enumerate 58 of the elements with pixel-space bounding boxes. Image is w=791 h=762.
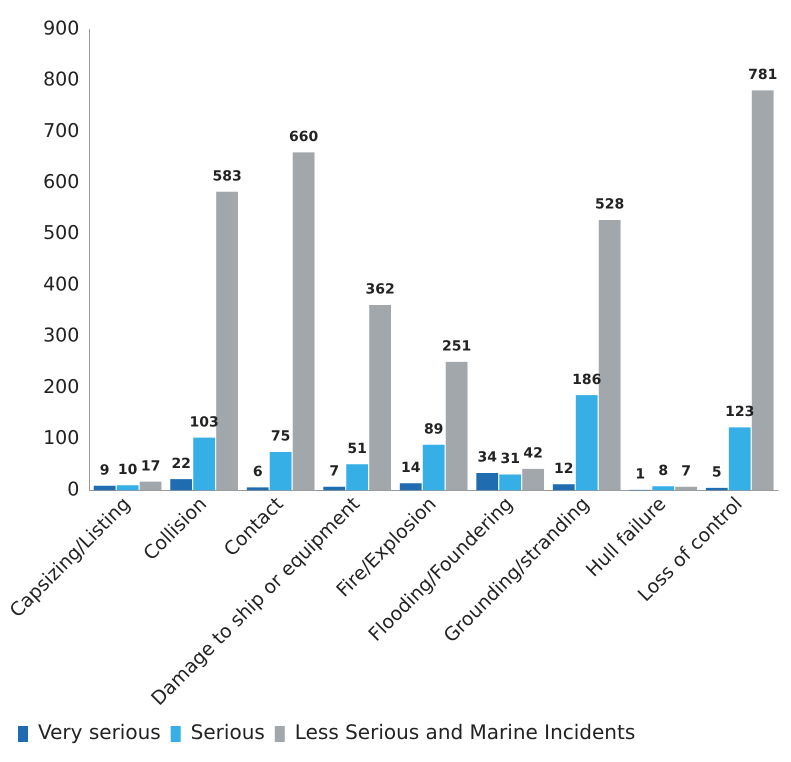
bar — [140, 482, 162, 490]
legend-label: Less Serious and Marine Incidents — [294, 720, 636, 744]
data-label: 528 — [595, 196, 624, 213]
data-label: 1 — [635, 466, 646, 483]
data-label: 34 — [477, 450, 498, 466]
y-tick-label: 500 — [43, 222, 80, 244]
data-label: 123 — [725, 404, 754, 420]
data-label: 186 — [572, 372, 602, 388]
bar — [422, 444, 445, 490]
data-label: 6 — [252, 464, 263, 480]
bar — [728, 427, 751, 490]
bar — [292, 152, 315, 490]
bar — [369, 304, 392, 490]
y-tick-label: 200 — [43, 376, 80, 398]
data-label: 42 — [523, 446, 543, 462]
bar — [576, 395, 598, 490]
data-label: 781 — [748, 66, 778, 83]
bar — [552, 484, 575, 490]
data-label: 660 — [288, 128, 318, 145]
bar — [499, 474, 522, 490]
bar — [170, 479, 192, 490]
data-label: 103 — [190, 414, 219, 430]
data-label: 17 — [140, 458, 160, 474]
data-label: 8 — [658, 462, 668, 479]
y-tick-label: 300 — [43, 324, 80, 347]
y-tick-label: 100 — [43, 427, 80, 450]
legend-label: Very serious — [38, 720, 161, 744]
data-label: 22 — [171, 456, 191, 472]
data-label: 12 — [554, 460, 574, 477]
data-label: 89 — [424, 421, 444, 438]
bar — [346, 464, 368, 490]
data-label: 14 — [400, 460, 421, 476]
bar — [193, 438, 216, 490]
bar — [476, 472, 498, 490]
bar — [752, 90, 774, 490]
bar — [446, 362, 468, 490]
data-label: 583 — [212, 168, 242, 184]
data-label: 9 — [100, 462, 110, 478]
data-label: 251 — [442, 338, 472, 354]
y-tick-label: 900 — [43, 17, 80, 40]
data-label: 5 — [712, 464, 722, 480]
bar — [270, 452, 292, 490]
data-label: 7 — [681, 463, 692, 480]
data-label: 362 — [366, 282, 395, 298]
y-tick-label: 800 — [43, 68, 80, 91]
bar — [400, 483, 422, 490]
data-label: 31 — [500, 451, 520, 468]
data-label: 51 — [347, 440, 367, 457]
y-tick-label: 0 — [67, 478, 80, 500]
y-tick-label: 700 — [43, 120, 80, 142]
bar — [216, 192, 238, 490]
data-label: 10 — [118, 462, 138, 478]
legend-label: Serious — [190, 720, 265, 744]
y-tick-label: 400 — [43, 273, 80, 296]
y-tick-label: 600 — [43, 171, 80, 193]
bar — [522, 468, 544, 490]
data-label: 75 — [270, 428, 290, 445]
data-label: 7 — [329, 463, 340, 480]
